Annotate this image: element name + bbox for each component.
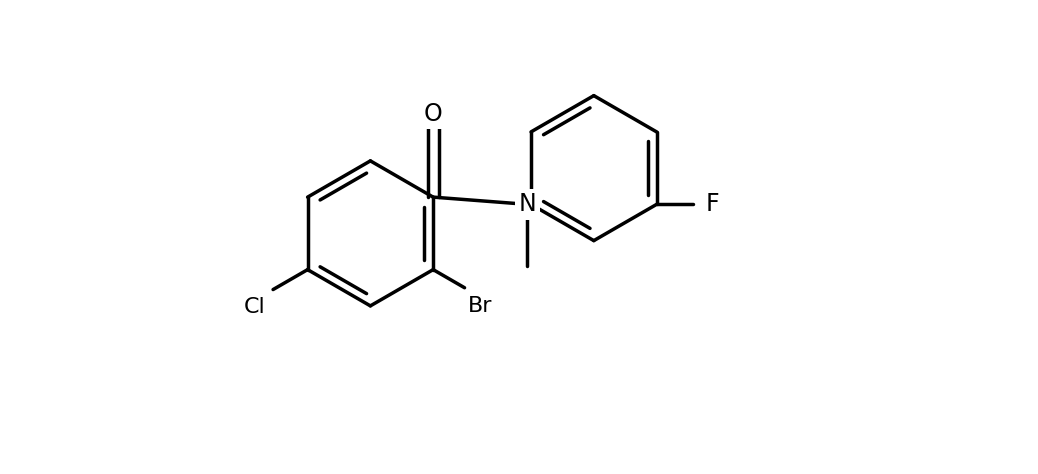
Text: O: O <box>424 102 442 126</box>
Text: Br: Br <box>468 296 493 317</box>
Text: Cl: Cl <box>244 297 266 317</box>
Text: N: N <box>519 192 537 216</box>
Text: F: F <box>706 192 719 216</box>
